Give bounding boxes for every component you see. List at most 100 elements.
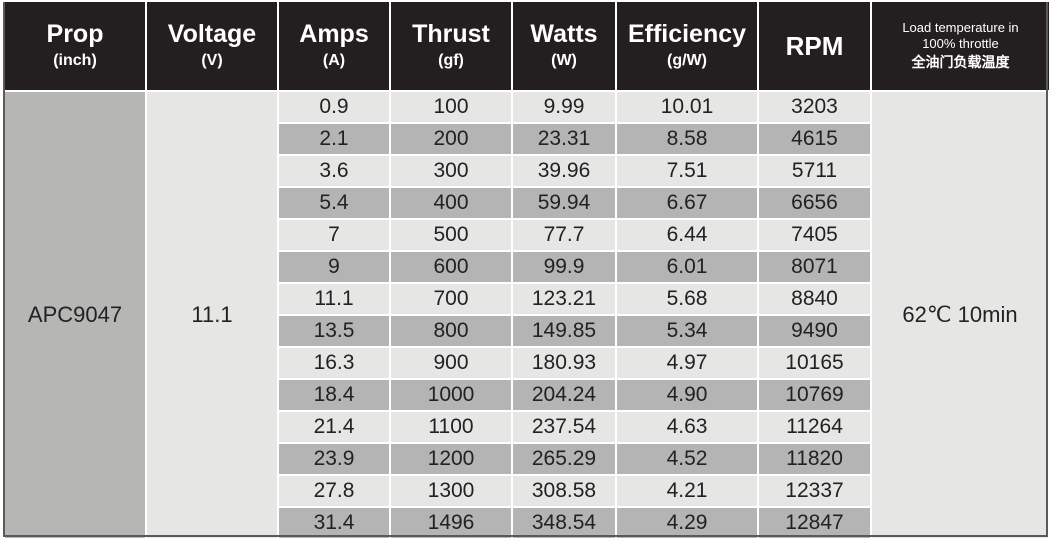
watts-cell: 39.96 [511, 154, 617, 188]
watts-cell: 204.24 [511, 378, 617, 412]
thrust-cell: 500 [389, 218, 513, 252]
table-row: 13.5 800 149.85 5.34 9490 [4, 314, 1049, 348]
efficiency-cell: 6.67 [615, 186, 759, 220]
table-row: 2.1 200 23.31 8.58 4615 [4, 122, 1049, 156]
rpm-cell: 6656 [757, 186, 872, 220]
watts-cell: 23.31 [511, 122, 617, 156]
rpm-cell: 12337 [757, 474, 872, 508]
thrust-cell: 1200 [389, 442, 513, 476]
efficiency-cell: 8.58 [615, 122, 759, 156]
table-row: 23.9 1200 265.29 4.52 11820 [4, 442, 1049, 476]
amps-cell: 9 [277, 250, 391, 284]
header-amps: Amps (A) [277, 2, 390, 91]
header-efficiency-unit: (g/W) [667, 51, 707, 69]
header-efficiency: Efficiency (g/W) [615, 2, 758, 91]
load-temperature-cell: 62℃ 10min [870, 90, 1050, 540]
efficiency-cell: 6.44 [615, 218, 759, 252]
watts-cell: 123.21 [511, 282, 617, 316]
efficiency-cell: 4.97 [615, 346, 759, 380]
thrust-cell: 900 [389, 346, 513, 380]
table-header: Prop (inch) Voltage (V) Amps (A) Thrust … [3, 2, 1049, 91]
watts-cell: 265.29 [511, 442, 617, 476]
efficiency-cell: 4.63 [615, 410, 759, 444]
header-thrust-title: Thrust [412, 19, 490, 48]
thrust-cell: 1100 [389, 410, 513, 444]
amps-cell: 16.3 [277, 346, 391, 380]
efficiency-cell: 4.90 [615, 378, 759, 412]
thrust-cell: 1300 [389, 474, 513, 508]
efficiency-cell: 10.01 [615, 90, 759, 124]
rpm-cell: 9490 [757, 314, 872, 348]
table-row: 11.1 700 123.21 5.68 8840 [4, 282, 1049, 316]
efficiency-cell: 5.68 [615, 282, 759, 316]
thrust-cell: 400 [389, 186, 513, 220]
voltage-cell: 11.1 [145, 90, 279, 540]
amps-cell: 7 [277, 218, 391, 252]
amps-cell: 18.4 [277, 378, 391, 412]
watts-cell: 77.7 [511, 218, 617, 252]
motor-test-table-container: Prop (inch) Voltage (V) Amps (A) Thrust … [3, 2, 1050, 540]
header-amps-unit: (A) [322, 51, 346, 69]
header-amps-title: Amps [299, 19, 369, 48]
header-row: Prop (inch) Voltage (V) Amps (A) Thrust … [3, 2, 1049, 91]
thrust-cell: 300 [389, 154, 513, 188]
rpm-cell: 8840 [757, 282, 872, 316]
rpm-cell: 11264 [757, 410, 872, 444]
amps-cell: 0.9 [277, 90, 391, 124]
rpm-cell: 7405 [757, 218, 872, 252]
rpm-cell: 10165 [757, 346, 872, 380]
thrust-cell: 1496 [389, 506, 513, 540]
watts-cell: 149.85 [511, 314, 617, 348]
amps-cell: 11.1 [277, 282, 391, 316]
rpm-cell: 10769 [757, 378, 872, 412]
amps-cell: 31.4 [277, 506, 391, 540]
header-prop: Prop (inch) [3, 2, 146, 91]
header-thrust-unit: (gf) [438, 51, 464, 69]
table-row: 16.3 900 180.93 4.97 10165 [4, 346, 1049, 380]
table-row: 3.6 300 39.96 7.51 5711 [4, 154, 1049, 188]
watts-cell: 180.93 [511, 346, 617, 380]
header-watts-unit: (W) [551, 51, 577, 69]
header-efficiency-title: Efficiency [627, 19, 747, 48]
amps-cell: 5.4 [277, 186, 391, 220]
amps-cell: 23.9 [277, 442, 391, 476]
table-row: 7 500 77.7 6.44 7405 [4, 218, 1049, 252]
efficiency-cell: 4.21 [615, 474, 759, 508]
header-load-temperature-line2: 100% throttle [922, 36, 999, 51]
efficiency-cell: 4.52 [615, 442, 759, 476]
watts-cell: 9.99 [511, 90, 617, 124]
header-rpm: RPM [757, 2, 871, 91]
header-rpm-title: RPM [785, 30, 844, 61]
efficiency-cell: 4.29 [615, 506, 759, 540]
amps-cell: 2.1 [277, 122, 391, 156]
efficiency-cell: 7.51 [615, 154, 759, 188]
amps-cell: 13.5 [277, 314, 391, 348]
rpm-cell: 11820 [757, 442, 872, 476]
thrust-cell: 100 [389, 90, 513, 124]
table-row: APC9047 11.1 0.9 100 9.99 10.01 3203 62℃… [3, 90, 1050, 540]
rpm-cell: 5711 [757, 154, 872, 188]
thrust-cell: 700 [389, 282, 513, 316]
header-voltage-title: Voltage [167, 19, 257, 48]
header-prop-unit: (inch) [53, 51, 97, 69]
header-watts-title: Watts [530, 19, 598, 48]
thrust-cell: 800 [389, 314, 513, 348]
watts-cell: 99.9 [511, 250, 617, 284]
rpm-cell: 4615 [757, 122, 872, 156]
header-load-temperature-chinese: 全油门负载温度 [911, 54, 1010, 70]
table-body: APC9047 11.1 0.9 100 9.99 10.01 3203 62℃… [3, 90, 1050, 540]
thrust-cell: 200 [389, 122, 513, 156]
amps-cell: 21.4 [277, 410, 391, 444]
table-row: 5.4 400 59.94 6.67 6656 [4, 186, 1049, 220]
table-row: 21.4 1100 237.54 4.63 11264 [4, 410, 1049, 444]
amps-cell: 3.6 [277, 154, 391, 188]
watts-cell: 308.58 [511, 474, 617, 508]
motor-test-table: Prop (inch) Voltage (V) Amps (A) Thrust … [3, 2, 1050, 540]
watts-cell: 237.54 [511, 410, 617, 444]
header-load-temperature-line1: Load temperature in [902, 20, 1019, 35]
efficiency-cell: 5.34 [615, 314, 759, 348]
header-thrust: Thrust (gf) [389, 2, 512, 91]
table-row: 9 600 99.9 6.01 8071 [4, 250, 1049, 284]
thrust-cell: 1000 [389, 378, 513, 412]
efficiency-cell: 6.01 [615, 250, 759, 284]
